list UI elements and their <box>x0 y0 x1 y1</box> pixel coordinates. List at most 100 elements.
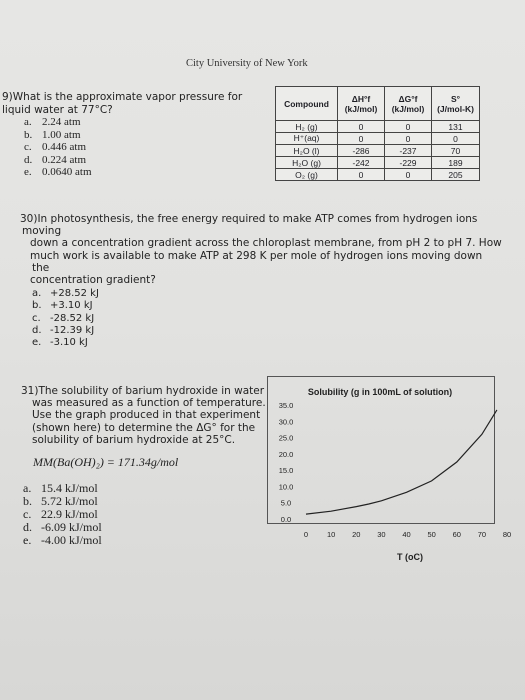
answer-choices: a. 2.24 atm b. 1.00 atm c. 0.446 atm d. 0.22… <box>24 116 262 179</box>
question-31: 31)The solubility of barium hydroxide in… <box>21 385 271 547</box>
answer-choice: c. 22.9 kJ/mol <box>23 508 271 521</box>
choice-text: 1.00 atm <box>42 128 81 141</box>
x-tick-label: 0 <box>304 530 308 539</box>
choice-letter: d. <box>23 520 32 535</box>
y-tick-label: 0.0 <box>281 515 291 524</box>
col-enthalpy-unit: (kJ/mol) <box>344 103 378 114</box>
stem-line: much work is available to make ATP at 29… <box>30 249 483 274</box>
y-tick-label: 20.0 <box>279 450 294 459</box>
question-stem: 30)In photosynthesis, the free energy re… <box>20 213 502 287</box>
col-enthalpy-label: ΔH°f <box>351 93 371 104</box>
choice-text: 5.72 kJ/mol <box>41 494 98 509</box>
solubility-chart-frame <box>267 376 495 524</box>
answer-choice: e. -3.10 kJ <box>32 337 502 349</box>
cell-entropy: 205 <box>431 168 480 181</box>
stem-line: 31)The solubility of barium hydroxide in… <box>21 385 265 397</box>
answer-choice: b. 1.00 atm <box>24 129 262 142</box>
y-tick-label: 35.0 <box>279 401 294 410</box>
answer-choice: e. 0.0640 atm <box>24 166 262 179</box>
answer-choice: b. 5.72 kJ/mol <box>23 495 271 508</box>
y-tick-label: 10.0 <box>279 482 294 491</box>
col-enthalpy: ΔH°f (kJ/mol) <box>337 86 385 121</box>
molar-mass-formula: MM(Ba(OH)₂) = 171.34g/mol <box>33 455 179 470</box>
choice-letter: e. <box>24 166 32 178</box>
col-entropy-label: S° <box>450 93 461 104</box>
choice-text: 22.9 kJ/mol <box>41 507 98 522</box>
choice-letter: a. <box>24 116 32 128</box>
choice-letter: d. <box>32 324 42 336</box>
stem-line: down a concentration gradient across the… <box>30 237 502 250</box>
answer-choice: a. +28.52 kJ <box>32 288 502 300</box>
x-axis-label: T (oC) <box>397 552 423 562</box>
stem-line: (shown here) to determine the ΔG° for th… <box>32 421 256 434</box>
x-tick-label: 70 <box>478 530 486 539</box>
choice-letter: c. <box>32 312 41 324</box>
y-tick-label: 15.0 <box>279 466 294 475</box>
choice-letter: b. <box>23 494 32 509</box>
table-row: O₂ (g) 0 0 205 <box>275 168 480 181</box>
answer-choice: d. -6.09 kJ/mol <box>23 521 271 534</box>
y-tick-label: 25.0 <box>279 434 294 443</box>
col-gibbs-unit: (kJ/mol) <box>391 103 425 114</box>
x-tick-label: 20 <box>352 530 360 539</box>
choice-text: +28.52 kJ <box>50 288 99 300</box>
choice-text: -3.10 kJ <box>50 337 88 349</box>
choice-text: 0.446 atm <box>42 141 86 153</box>
choice-text: 2.24 atm <box>42 116 81 128</box>
x-tick-label: 50 <box>427 530 435 539</box>
col-entropy-unit: (J/mol-K) <box>437 103 474 114</box>
col-gibbs-label: ΔG°f <box>398 93 418 104</box>
choice-text: +3.10 kJ <box>50 300 93 312</box>
choice-letter: c. <box>23 507 32 522</box>
x-tick-label: 40 <box>402 530 410 539</box>
cell-enthalpy: 0 <box>337 168 385 181</box>
y-tick-label: 5.0 <box>281 499 291 508</box>
choice-letter: d. <box>24 153 33 166</box>
y-axis-ticks: 35.0 30.0 25.0 20.0 15.0 10.0 5.0 0.0 <box>279 401 294 524</box>
chart-title: Solubility (g in 100mL of solution) <box>308 387 452 397</box>
table-header-row: Compound ΔH°f (kJ/mol) ΔG°f (kJ/mol) S° (J/… <box>275 86 480 121</box>
stem-line: solubility of barium hydroxide at 25°C. <box>32 433 236 446</box>
stem-line: 30)In photosynthesis, the free energy re… <box>20 213 478 238</box>
answer-choice: c. 0.446 atm <box>24 141 262 154</box>
col-gibbs: ΔG°f (kJ/mol) <box>384 86 432 121</box>
stem-line: Use the graph produced in that experimen… <box>32 409 261 422</box>
choice-letter: b. <box>24 128 33 141</box>
choice-text: -12.39 kJ <box>50 324 95 336</box>
answer-choice: e. -4.00 kJ/mol <box>23 534 271 547</box>
choice-text: -4.00 kJ/mol <box>41 533 102 548</box>
answer-choice: d. 0.224 atm <box>24 154 262 167</box>
x-tick-label: 60 <box>453 530 461 539</box>
choice-text: 0.0640 atm <box>42 166 92 178</box>
question-stem: 31)The solubility of barium hydroxide in… <box>21 385 271 446</box>
question-29: 9)What is the approximate vapor pressure… <box>2 91 262 179</box>
thermodynamic-data-table: Compound ΔH°f (kJ/mol) ΔG°f (kJ/mol) S° (J/… <box>275 86 480 181</box>
question-stem: What is the approximate vapor pressure f… <box>2 91 243 116</box>
solubility-curve <box>305 409 498 515</box>
table-row: H⁺(aq) 0 0 0 <box>275 132 480 145</box>
x-axis-ticks: 0 10 20 30 40 50 60 70 80 <box>304 530 511 539</box>
answer-choice: a. 2.24 atm <box>24 116 262 129</box>
question-30: 30)In photosynthesis, the free energy re… <box>20 213 502 349</box>
cell-gibbs: 0 <box>384 168 432 181</box>
answer-choices: a. +28.52 kJ b. +3.10 kJ c. -28.52 kJ d. -12… <box>32 288 502 349</box>
answer-choice: c. -28.52 kJ <box>32 313 502 325</box>
x-tick-label: 80 <box>503 530 511 539</box>
choice-letter: a. <box>32 288 42 300</box>
x-tick-label: 10 <box>327 530 335 539</box>
answer-choice: d. -12.39 kJ <box>32 325 502 337</box>
answer-choices: a. 15.4 kJ/mol b. 5.72 kJ/mol c. 22.9 kJ/mo… <box>23 482 271 547</box>
choice-letter: c. <box>24 141 32 153</box>
stem-line: was measured as a function of temperatur… <box>32 397 266 410</box>
x-tick-label: 30 <box>377 530 385 539</box>
choice-letter: e. <box>23 533 32 548</box>
stem-line: concentration gradient? <box>30 274 156 287</box>
answer-choice: b. +3.10 kJ <box>32 300 502 312</box>
choice-text: 15.4 kJ/mol <box>41 481 98 496</box>
choice-letter: e. <box>32 337 42 349</box>
choice-text: -6.09 kJ/mol <box>41 520 102 535</box>
choice-letter: a. <box>23 481 32 496</box>
university-header: City University of New York <box>186 58 308 69</box>
